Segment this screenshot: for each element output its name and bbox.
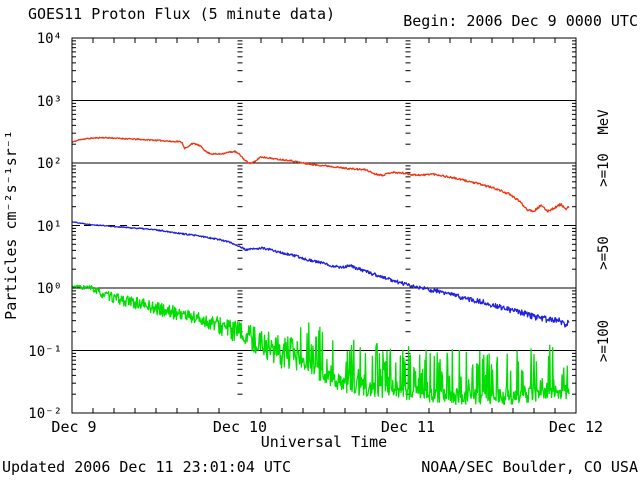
x-tick-dec9: Dec 9 xyxy=(51,418,96,436)
y-tick-1e4: 10⁴ xyxy=(37,31,62,47)
y-tick-1e2: 10² xyxy=(37,156,62,172)
y-tick-1e0: 10⁰ xyxy=(37,281,62,297)
series->=100 xyxy=(71,284,570,406)
series-lines xyxy=(71,136,570,406)
x-tick-dec11: Dec 11 xyxy=(381,418,435,436)
series->=50 xyxy=(71,221,570,328)
series->=10 xyxy=(71,136,570,213)
x-tick-dec12: Dec 12 xyxy=(549,418,603,436)
begin-time-label: Begin: 2006 Dec 9 0000 UTC xyxy=(403,12,638,30)
y-tick-1e1: 10¹ xyxy=(37,219,62,235)
legend-ge100-label: >=100 xyxy=(596,320,612,362)
legend-ge10-label: >=10 xyxy=(596,153,612,187)
x-tick-dec10: Dec 10 xyxy=(213,418,267,436)
chart-title: GOES11 Proton Flux (5 minute data) xyxy=(28,5,335,23)
updated-timestamp: Updated 2006 Dec 11 23:01:04 UTC xyxy=(2,458,291,476)
grid-lines xyxy=(72,40,576,395)
axes-frame xyxy=(71,37,577,414)
y-tick-1e-2: 10⁻² xyxy=(28,406,62,422)
y-axis-title: Particles cm⁻²s⁻¹sr⁻¹ xyxy=(2,130,20,320)
credit-label: NOAA/SEC Boulder, CO USA xyxy=(421,458,638,476)
legend-unit-label: MeV xyxy=(596,109,612,135)
y-tick-1e3: 10³ xyxy=(37,94,62,110)
x-axis-title: Universal Time xyxy=(261,433,387,451)
y-tick-1e-1: 10⁻¹ xyxy=(28,344,62,360)
legend-ge50-label: >=50 xyxy=(596,236,612,270)
